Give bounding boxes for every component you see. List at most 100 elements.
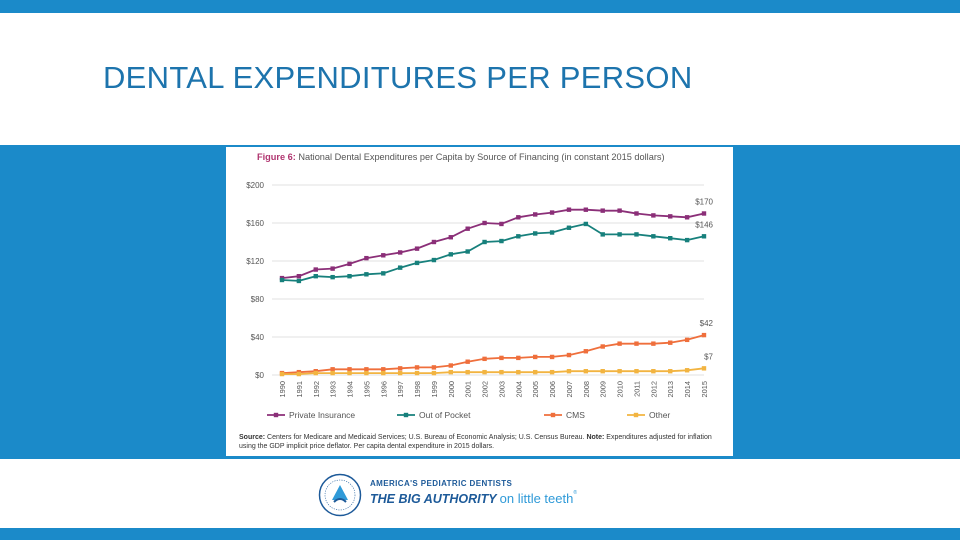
series-line bbox=[281, 334, 705, 374]
data-point bbox=[651, 341, 656, 346]
x-tick-label: 1991 bbox=[295, 381, 304, 397]
legend-swatch-marker bbox=[403, 412, 409, 418]
data-point bbox=[634, 211, 639, 216]
x-tick-label: 2015 bbox=[700, 381, 709, 397]
figure-label: Figure 6: bbox=[257, 152, 296, 162]
logo-light-text: on little teeth bbox=[499, 491, 574, 506]
data-point bbox=[516, 234, 521, 239]
legend-swatch-marker bbox=[550, 412, 556, 418]
data-point bbox=[668, 214, 673, 219]
data-point bbox=[499, 238, 504, 244]
data-point bbox=[651, 234, 656, 239]
data-point bbox=[296, 274, 302, 279]
data-point bbox=[414, 246, 420, 251]
data-point bbox=[600, 344, 605, 349]
x-tick-label: 2008 bbox=[582, 381, 591, 397]
x-tick-label: 2009 bbox=[599, 381, 608, 397]
legend-label: Out of Pocket bbox=[419, 410, 471, 420]
data-point bbox=[313, 274, 318, 279]
data-point bbox=[279, 371, 285, 377]
data-point bbox=[549, 369, 555, 375]
figure-source-note: Source: Centers for Medicare and Medicai… bbox=[239, 433, 727, 451]
x-tick-label: 1994 bbox=[346, 381, 355, 397]
data-point bbox=[397, 265, 403, 270]
data-point bbox=[482, 356, 487, 362]
data-point bbox=[296, 371, 302, 377]
data-point bbox=[549, 230, 555, 235]
data-point bbox=[347, 261, 352, 267]
data-point bbox=[330, 367, 335, 372]
data-point bbox=[549, 354, 555, 360]
data-point bbox=[414, 370, 420, 376]
data-point bbox=[499, 355, 504, 361]
data-point bbox=[701, 332, 707, 338]
data-point bbox=[397, 250, 403, 255]
y-tick-label: $80 bbox=[251, 295, 265, 304]
data-point bbox=[364, 367, 369, 372]
x-tick-label: 2010 bbox=[616, 381, 625, 397]
x-tick-label: 1990 bbox=[278, 381, 287, 397]
data-point bbox=[701, 211, 707, 216]
data-point bbox=[499, 369, 504, 375]
data-point bbox=[617, 341, 622, 346]
data-point bbox=[448, 235, 453, 240]
data-point bbox=[516, 369, 521, 375]
data-point bbox=[583, 369, 589, 374]
x-tick-label: 2005 bbox=[531, 381, 540, 397]
x-tick-label: 1995 bbox=[362, 381, 371, 397]
source-text: Centers for Medicare and Medicaid Servic… bbox=[267, 434, 585, 441]
x-tick-label: 2011 bbox=[632, 381, 641, 397]
data-point bbox=[381, 370, 386, 376]
data-point bbox=[431, 257, 437, 263]
y-tick-label: $0 bbox=[255, 371, 264, 380]
data-point bbox=[296, 278, 302, 284]
x-tick-label: 1992 bbox=[312, 381, 321, 397]
figure-caption: National Dental Expenditures per Capita … bbox=[298, 152, 665, 162]
seal-icon bbox=[318, 473, 362, 517]
data-point bbox=[533, 212, 538, 217]
legend-item: CMS bbox=[544, 410, 585, 420]
end-value-label: $146 bbox=[695, 220, 713, 229]
data-point bbox=[414, 365, 420, 370]
data-point bbox=[364, 370, 369, 376]
x-tick-label: 2002 bbox=[481, 381, 490, 397]
data-point bbox=[668, 369, 673, 374]
x-tick-label: 2004 bbox=[514, 381, 523, 397]
legend-swatch-marker bbox=[273, 412, 279, 418]
figure-panel: Figure 6: National Dental Expenditures p… bbox=[226, 147, 733, 456]
data-point bbox=[448, 252, 453, 257]
note-label: Note: bbox=[586, 434, 605, 441]
x-tick-label: 2006 bbox=[548, 381, 557, 397]
data-point bbox=[397, 366, 403, 371]
data-point bbox=[364, 255, 369, 261]
data-point bbox=[381, 271, 386, 276]
legend-item: Out of Pocket bbox=[397, 410, 471, 420]
data-point bbox=[448, 363, 453, 368]
data-point bbox=[330, 370, 335, 376]
x-tick-label: 2000 bbox=[447, 381, 456, 397]
data-point bbox=[330, 274, 335, 280]
data-point bbox=[431, 365, 437, 370]
data-point bbox=[533, 231, 538, 236]
data-point bbox=[364, 272, 369, 277]
x-tick-label: 2003 bbox=[497, 381, 506, 397]
data-point bbox=[516, 355, 521, 361]
figure-title: Figure 6: National Dental Expenditures p… bbox=[257, 152, 665, 162]
y-tick-label: $200 bbox=[246, 181, 264, 190]
data-point bbox=[600, 208, 605, 213]
data-point bbox=[279, 277, 285, 283]
y-tick-label: $120 bbox=[246, 257, 264, 266]
x-tick-label: 2014 bbox=[683, 381, 692, 397]
data-point bbox=[684, 237, 690, 243]
data-point bbox=[566, 207, 572, 212]
data-point bbox=[347, 274, 352, 279]
data-point bbox=[634, 369, 639, 374]
data-point bbox=[566, 369, 572, 374]
x-tick-label: 2013 bbox=[666, 381, 675, 397]
series-line bbox=[281, 222, 705, 282]
data-point bbox=[414, 260, 420, 266]
data-point bbox=[634, 341, 639, 346]
data-point bbox=[516, 215, 521, 220]
data-point bbox=[600, 232, 605, 237]
end-value-label: $42 bbox=[700, 319, 714, 328]
